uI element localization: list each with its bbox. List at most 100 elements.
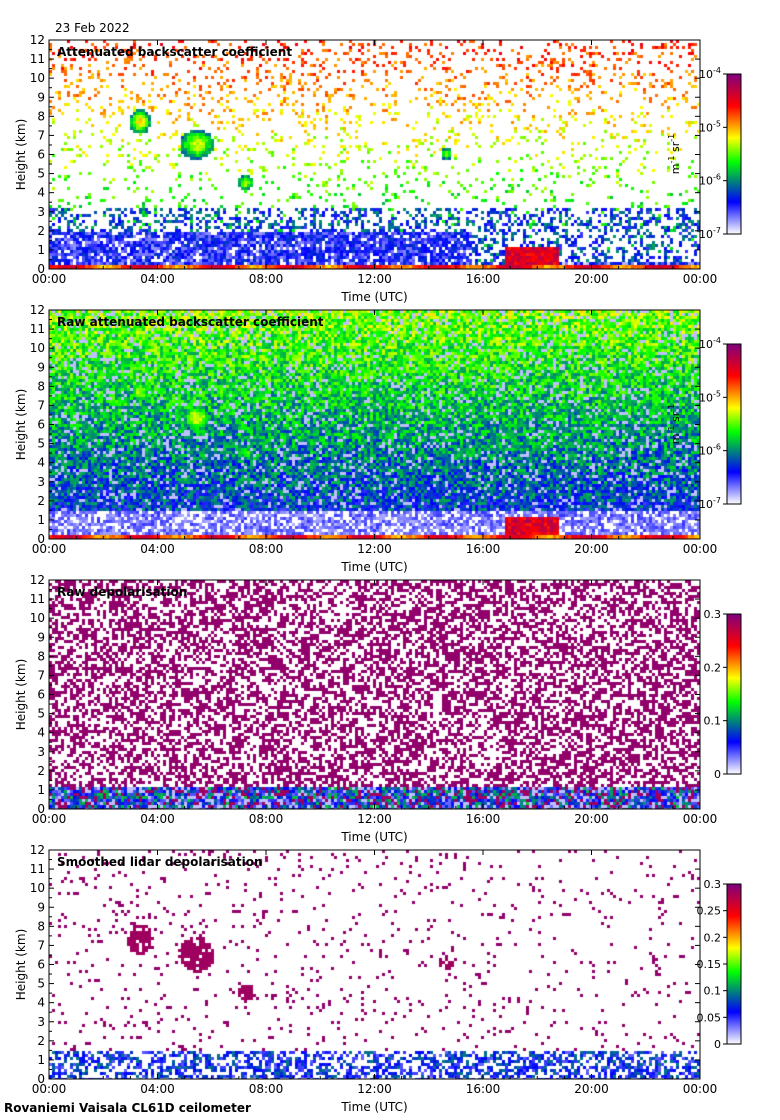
x-tick-label: 20:00 <box>574 1082 609 1096</box>
x-tick-label: 04:00 <box>140 1082 175 1096</box>
panel-title: Raw depolarisation <box>57 585 187 599</box>
colorbar-tick-label: 0.3 <box>704 878 722 891</box>
y-tick-label: 10 <box>30 71 45 85</box>
y-tick-label: 6 <box>37 418 45 432</box>
x-tick-label: 00:00 <box>683 272 718 286</box>
colorbar-gradient <box>726 343 742 505</box>
x-axis-label: Time (UTC) <box>340 830 407 844</box>
x-tick-label: 16:00 <box>466 542 501 556</box>
x-tick-label: 12:00 <box>357 812 392 826</box>
colorbar-tick-label: 10-6 <box>699 443 721 458</box>
y-tick-label: 4 <box>37 726 45 740</box>
y-tick-label: 8 <box>37 109 45 123</box>
y-tick-label: 6 <box>37 688 45 702</box>
x-tick-label: 12:00 <box>357 272 392 286</box>
y-tick-label: 7 <box>37 668 45 682</box>
colorbar: 0 0.05 0.1 0.15 0.2 0.25 0.3 <box>697 878 742 1051</box>
heatmap-raster <box>49 580 700 809</box>
y-tick-label: 4 <box>37 996 45 1010</box>
colorbar-gradient <box>726 613 742 775</box>
y-tick-label: 7 <box>37 938 45 952</box>
y-tick-label: 2 <box>37 224 45 238</box>
x-tick-label: 08:00 <box>249 1082 284 1096</box>
y-tick-label: 7 <box>37 398 45 412</box>
y-tick-label: 1 <box>37 243 45 257</box>
panel-raw-depolarisation: Raw depolarisation 012345678910111200:00… <box>14 573 742 844</box>
x-tick-label: 00:00 <box>683 1082 718 1096</box>
y-tick-label: 6 <box>37 958 45 972</box>
y-tick-label: 1 <box>37 783 45 797</box>
y-tick-label: 11 <box>30 592 45 606</box>
colorbar-gradient <box>726 73 742 235</box>
x-tick-label: 04:00 <box>140 542 175 556</box>
panel-title: Raw attenuated backscatter coefficient <box>57 315 324 329</box>
y-tick-label: 9 <box>37 360 45 374</box>
y-axis-label: Height (km) <box>14 929 28 1000</box>
colorbar-tick-label: 0.1 <box>704 985 722 998</box>
y-tick-label: 0 <box>37 532 45 546</box>
panel-raw-attenuated-backscatter: Raw attenuated backscatter coefficient 0… <box>14 303 742 574</box>
panel-title: Attenuated backscatter coefficient <box>57 45 292 59</box>
colorbar-tick-label: 10-5 <box>699 389 721 404</box>
panel-smoothed-lidar-depolarisation: Smoothed lidar depolarisation 0123456789… <box>14 843 742 1114</box>
colorbar-unit-label: m-1 sr-1 <box>667 134 682 174</box>
y-tick-label: 12 <box>30 33 45 47</box>
y-tick-label: 11 <box>30 52 45 66</box>
y-tick-label: 10 <box>30 341 45 355</box>
colorbar-tick-label: 10-4 <box>699 336 721 351</box>
y-tick-label: 5 <box>37 437 45 451</box>
x-tick-label: 00:00 <box>683 812 718 826</box>
x-tick-label: 08:00 <box>249 542 284 556</box>
y-tick-label: 5 <box>37 707 45 721</box>
x-tick-label: 08:00 <box>249 272 284 286</box>
x-axis-label: Time (UTC) <box>340 560 407 574</box>
x-tick-label: 20:00 <box>574 272 609 286</box>
y-tick-label: 3 <box>37 475 45 489</box>
y-tick-label: 4 <box>37 456 45 470</box>
y-axis-label: Height (km) <box>14 119 28 190</box>
panel-attenuated-backscatter: Attenuated backscatter coefficient 01234… <box>14 33 742 304</box>
y-tick-label: 7 <box>37 128 45 142</box>
x-tick-label: 20:00 <box>574 812 609 826</box>
x-tick-label: 00:00 <box>32 272 67 286</box>
y-tick-label: 11 <box>30 862 45 876</box>
colorbar-tick-label: 0.1 <box>704 715 722 728</box>
colorbar-tick-label: 10-7 <box>699 226 721 241</box>
colorbar-tick-label: 0 <box>714 768 721 781</box>
x-tick-label: 16:00 <box>466 812 501 826</box>
y-tick-label: 9 <box>37 630 45 644</box>
colorbar-gradient <box>726 883 742 1045</box>
x-tick-label: 04:00 <box>140 812 175 826</box>
x-tick-label: 12:00 <box>357 542 392 556</box>
heatmap-raster <box>49 310 700 539</box>
colorbar-unit-label: m-1 sr-1 <box>667 404 682 444</box>
colorbar: 10-7 10-6 10-5 10-4 m-1 sr-1 <box>667 336 742 511</box>
colorbar-tick-label: 0.2 <box>704 931 722 944</box>
y-tick-label: 3 <box>37 1015 45 1029</box>
y-axis-label: Height (km) <box>14 659 28 730</box>
colorbar-tick-label: 10-5 <box>699 119 721 134</box>
heatmap-image <box>49 310 700 539</box>
x-axis-label: Time (UTC) <box>340 1100 407 1114</box>
y-tick-label: 12 <box>30 573 45 587</box>
y-tick-label: 2 <box>37 764 45 778</box>
heatmap-raster <box>49 850 700 1079</box>
y-tick-label: 3 <box>37 745 45 759</box>
x-tick-label: 00:00 <box>32 542 67 556</box>
colorbar-tick-label: 0 <box>714 1038 721 1051</box>
colorbar-tick-label: 0.15 <box>697 958 722 971</box>
y-tick-label: 11 <box>30 322 45 336</box>
y-tick-label: 12 <box>30 303 45 317</box>
y-tick-label: 0 <box>37 1072 45 1086</box>
colorbar-tick-label: 0.2 <box>704 661 722 674</box>
colorbar-tick-label: 10-4 <box>699 66 721 81</box>
x-tick-label: 00:00 <box>32 1082 67 1096</box>
x-tick-label: 00:00 <box>683 542 718 556</box>
y-tick-label: 8 <box>37 919 45 933</box>
y-tick-label: 1 <box>37 513 45 527</box>
